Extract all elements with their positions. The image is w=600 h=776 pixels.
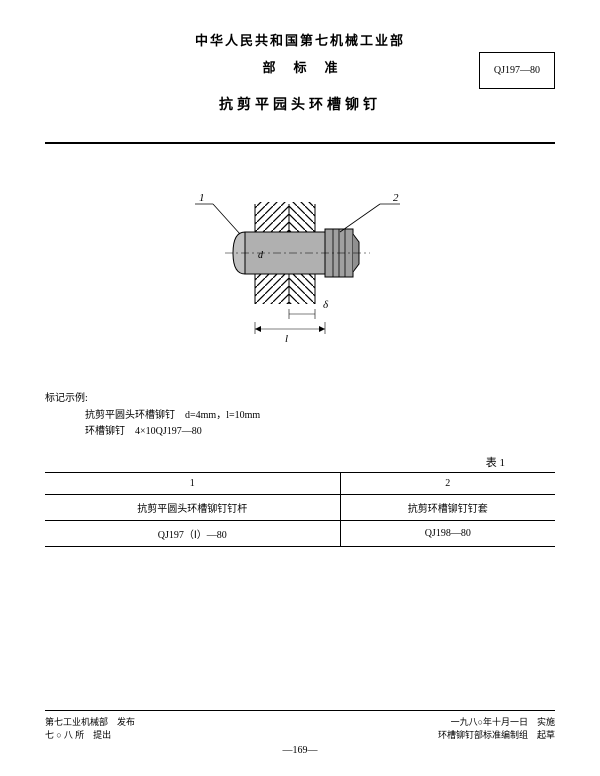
standard-code: QJ197—80: [494, 65, 540, 76]
table-cell: QJ198—80: [340, 521, 555, 547]
document-header: 中华人民共和国第七机械工业部 部标准 抗剪平园头环槽铆钉 QJ197—80: [45, 30, 555, 144]
table-cell: QJ197（Ⅰ）—80: [45, 521, 340, 547]
marking-line-2: 环槽铆钉 4×10QJ197—80: [45, 424, 555, 440]
table-row: 1 2: [45, 473, 555, 495]
dim-delta: δ: [323, 299, 329, 311]
technical-figure: 1 2 d δ l: [45, 174, 555, 359]
footer-drafter: 环槽铆钉部标准编制组 起草: [438, 728, 555, 741]
footer-row-2: 七 ○ 八 所 提出 环槽铆钉部标准编制组 起草: [45, 728, 555, 741]
table-cell: 抗剪环槽铆钉钉套: [340, 495, 555, 521]
dim-l: l: [285, 333, 288, 345]
parts-table: 1 2 抗剪平圆头环槽铆钉钉杆 抗剪环槽铆钉钉套 QJ197（Ⅰ）—80 QJ1…: [45, 472, 555, 547]
table-caption: 表 1: [45, 454, 555, 470]
header-divider: [45, 142, 555, 144]
footer-publisher: 第七工业机械部 发布: [45, 715, 135, 728]
footer-row-1: 第七工业机械部 发布 一九八○年十月一日 实施: [45, 715, 555, 728]
footer-proposer: 七 ○ 八 所 提出: [45, 728, 111, 741]
marking-example: 标记示例: 抗剪平圆头环槽铆钉 d=4mm，l=10mm 环槽铆钉 4×10QJ…: [45, 389, 555, 440]
table-row: 抗剪平圆头环槽铆钉钉杆 抗剪环槽铆钉钉套: [45, 495, 555, 521]
table-cell: 1: [45, 473, 340, 495]
table-row: QJ197（Ⅰ）—80 QJ198—80: [45, 521, 555, 547]
document-title: 抗剪平园头环槽铆钉: [45, 94, 555, 114]
document-footer: 第七工业机械部 发布 一九八○年十月一日 实施 七 ○ 八 所 提出 环槽铆钉部…: [45, 710, 555, 756]
marking-label: 标记示例:: [45, 389, 555, 404]
standard-code-box: QJ197—80: [479, 52, 555, 89]
page-number: —169—: [45, 745, 555, 756]
table-cell: 2: [340, 473, 555, 495]
marking-line-1: 抗剪平圆头环槽铆钉 d=4mm，l=10mm: [45, 408, 555, 424]
figure-label-2: 2: [393, 192, 399, 204]
table-cell: 抗剪平圆头环槽铆钉钉杆: [45, 495, 340, 521]
organization-name: 中华人民共和国第七机械工业部: [45, 30, 555, 49]
footer-date: 一九八○年十月一日 实施: [451, 715, 555, 728]
footer-divider: [45, 710, 555, 711]
figure-label-1: 1: [199, 192, 205, 204]
